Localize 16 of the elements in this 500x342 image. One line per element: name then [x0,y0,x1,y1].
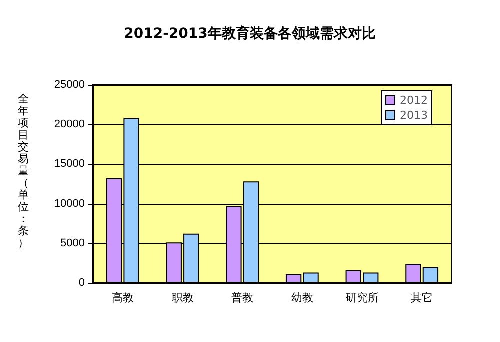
y-tick-label: 0 [78,277,85,289]
legend-label: 2012 [400,94,428,107]
x-tick-label: 其它 [411,292,434,304]
x-tick-label: 普教 [232,292,254,304]
text: 全年项目交易量（单位：条） [18,92,29,250]
x-tick-label: 研究所 [346,292,379,304]
legend-label: 2013 [400,109,428,122]
y-tick-label: 10000 [54,198,85,210]
chart-title: 2012-2013年教育装备各领域需求对比 [124,25,376,42]
y-tick-label: 5000 [60,237,85,250]
x-tick-label: 高教 [112,292,134,304]
x-tick-label: 职教 [172,292,194,304]
y-tick-label: 15000 [54,158,85,170]
y-tick-label: 25000 [54,79,85,91]
x-tick-label: 幼教 [291,292,314,304]
y-tick-label: 20000 [54,118,85,131]
